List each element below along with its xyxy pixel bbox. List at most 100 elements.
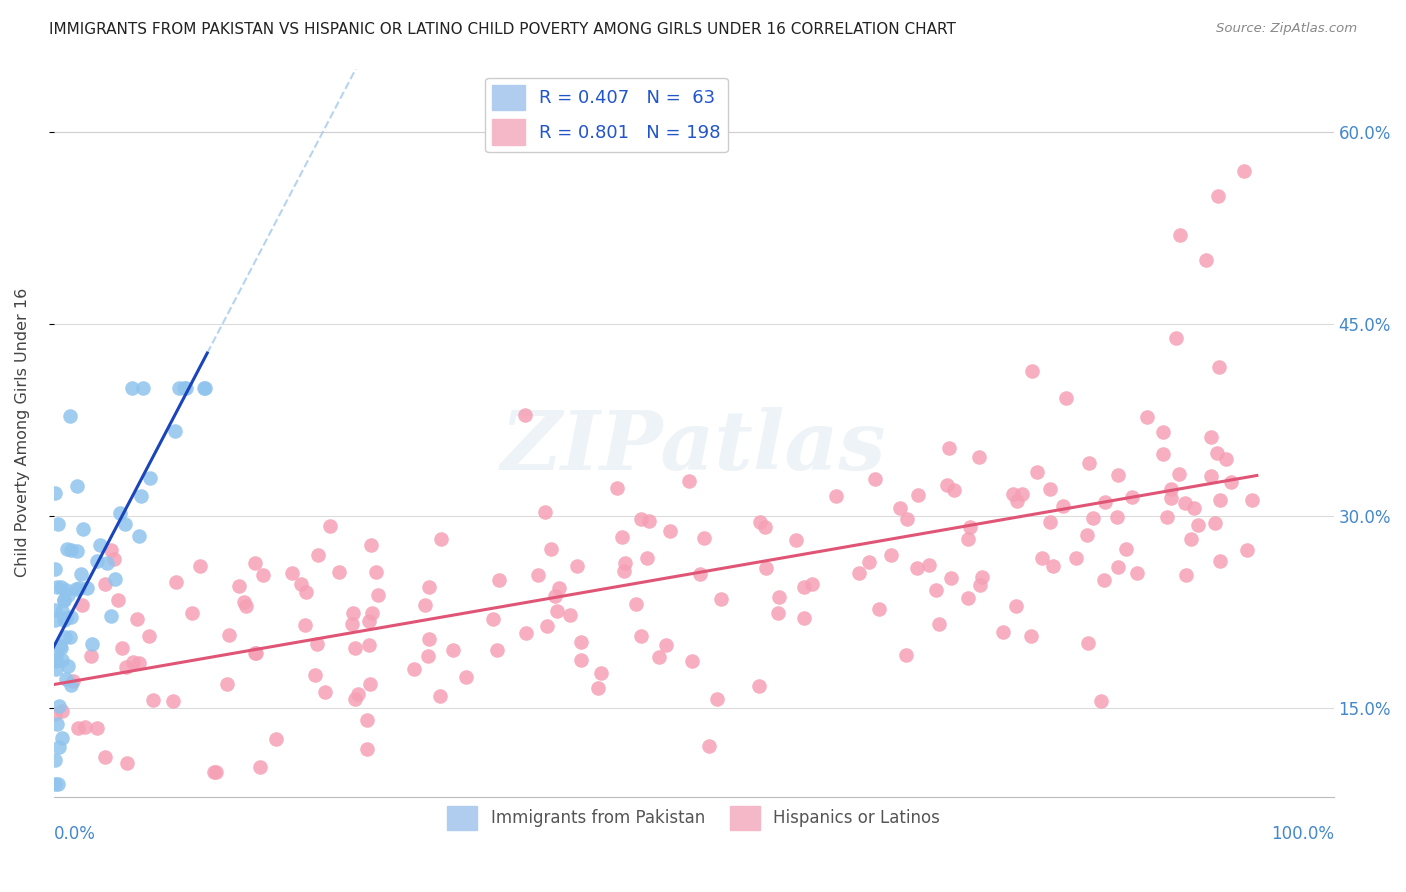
Point	[800, 577, 823, 591]
Point	[418, 632, 440, 646]
Point	[768, 590, 790, 604]
Point	[48, 739, 70, 754]
Point	[1105, 510, 1128, 524]
Point	[1026, 465, 1049, 479]
Point	[880, 549, 903, 563]
Point	[307, 548, 329, 562]
Point	[569, 653, 592, 667]
Point	[70, 566, 93, 581]
Point	[710, 592, 733, 607]
Point	[304, 668, 326, 682]
Point	[1199, 469, 1222, 483]
Point	[55, 611, 77, 625]
Point	[46, 516, 69, 531]
Point	[793, 580, 815, 594]
Point	[51, 604, 73, 618]
Point	[94, 577, 117, 591]
Point	[66, 543, 89, 558]
Point	[610, 530, 633, 544]
Point	[252, 568, 274, 582]
Point	[706, 691, 728, 706]
Point	[86, 721, 108, 735]
Point	[55, 582, 77, 597]
Point	[678, 475, 700, 489]
Point	[418, 648, 440, 663]
Point	[163, 424, 186, 438]
Point	[103, 552, 125, 566]
Text: 100.0%: 100.0%	[1271, 825, 1334, 843]
Point	[748, 515, 770, 529]
Point	[165, 574, 187, 589]
Point	[359, 638, 381, 652]
Point	[249, 760, 271, 774]
Point	[858, 555, 880, 569]
Point	[928, 616, 950, 631]
Point	[217, 677, 239, 691]
Point	[356, 713, 378, 727]
Point	[344, 641, 367, 656]
Point	[80, 638, 103, 652]
Point	[67, 581, 90, 595]
Point	[1208, 359, 1230, 374]
Point	[540, 541, 562, 556]
Point	[785, 533, 807, 548]
Point	[1199, 430, 1222, 444]
Point	[896, 512, 918, 526]
Point	[1160, 482, 1182, 496]
Point	[1054, 391, 1077, 405]
Point	[1005, 599, 1028, 614]
Point	[58, 658, 80, 673]
Point	[404, 662, 426, 676]
Text: 0.0%: 0.0%	[53, 825, 96, 843]
Point	[591, 665, 613, 680]
Point	[863, 472, 886, 486]
Point	[340, 617, 363, 632]
Point	[1081, 511, 1104, 525]
Point	[93, 750, 115, 764]
Point	[1115, 541, 1137, 556]
Point	[100, 542, 122, 557]
Point	[905, 561, 928, 575]
Point	[60, 543, 83, 558]
Point	[342, 606, 364, 620]
Point	[129, 489, 152, 503]
Point	[1042, 559, 1064, 574]
Point	[418, 580, 440, 594]
Point	[993, 624, 1015, 639]
Point	[1167, 467, 1189, 482]
Point	[53, 593, 76, 607]
Point	[58, 630, 80, 644]
Point	[122, 655, 145, 669]
Point	[606, 481, 628, 495]
Point	[1077, 456, 1099, 470]
Point	[346, 687, 368, 701]
Point	[969, 578, 991, 592]
Point	[513, 408, 536, 422]
Point	[44, 753, 66, 767]
Point	[636, 551, 658, 566]
Point	[52, 593, 75, 607]
Point	[367, 589, 389, 603]
Point	[547, 581, 569, 595]
Point	[44, 654, 66, 668]
Point	[70, 598, 93, 612]
Point	[1166, 331, 1188, 345]
Point	[46, 580, 69, 594]
Point	[51, 653, 73, 667]
Point	[366, 565, 388, 579]
Point	[546, 604, 568, 618]
Point	[162, 694, 184, 708]
Point	[55, 672, 77, 686]
Point	[748, 679, 770, 693]
Point	[1092, 574, 1115, 588]
Point	[45, 647, 67, 661]
Point	[1160, 491, 1182, 505]
Point	[49, 641, 72, 656]
Point	[868, 602, 890, 616]
Point	[1208, 189, 1230, 203]
Point	[413, 598, 436, 612]
Point	[86, 554, 108, 568]
Point	[824, 489, 846, 503]
Point	[121, 381, 143, 395]
Point	[80, 648, 103, 663]
